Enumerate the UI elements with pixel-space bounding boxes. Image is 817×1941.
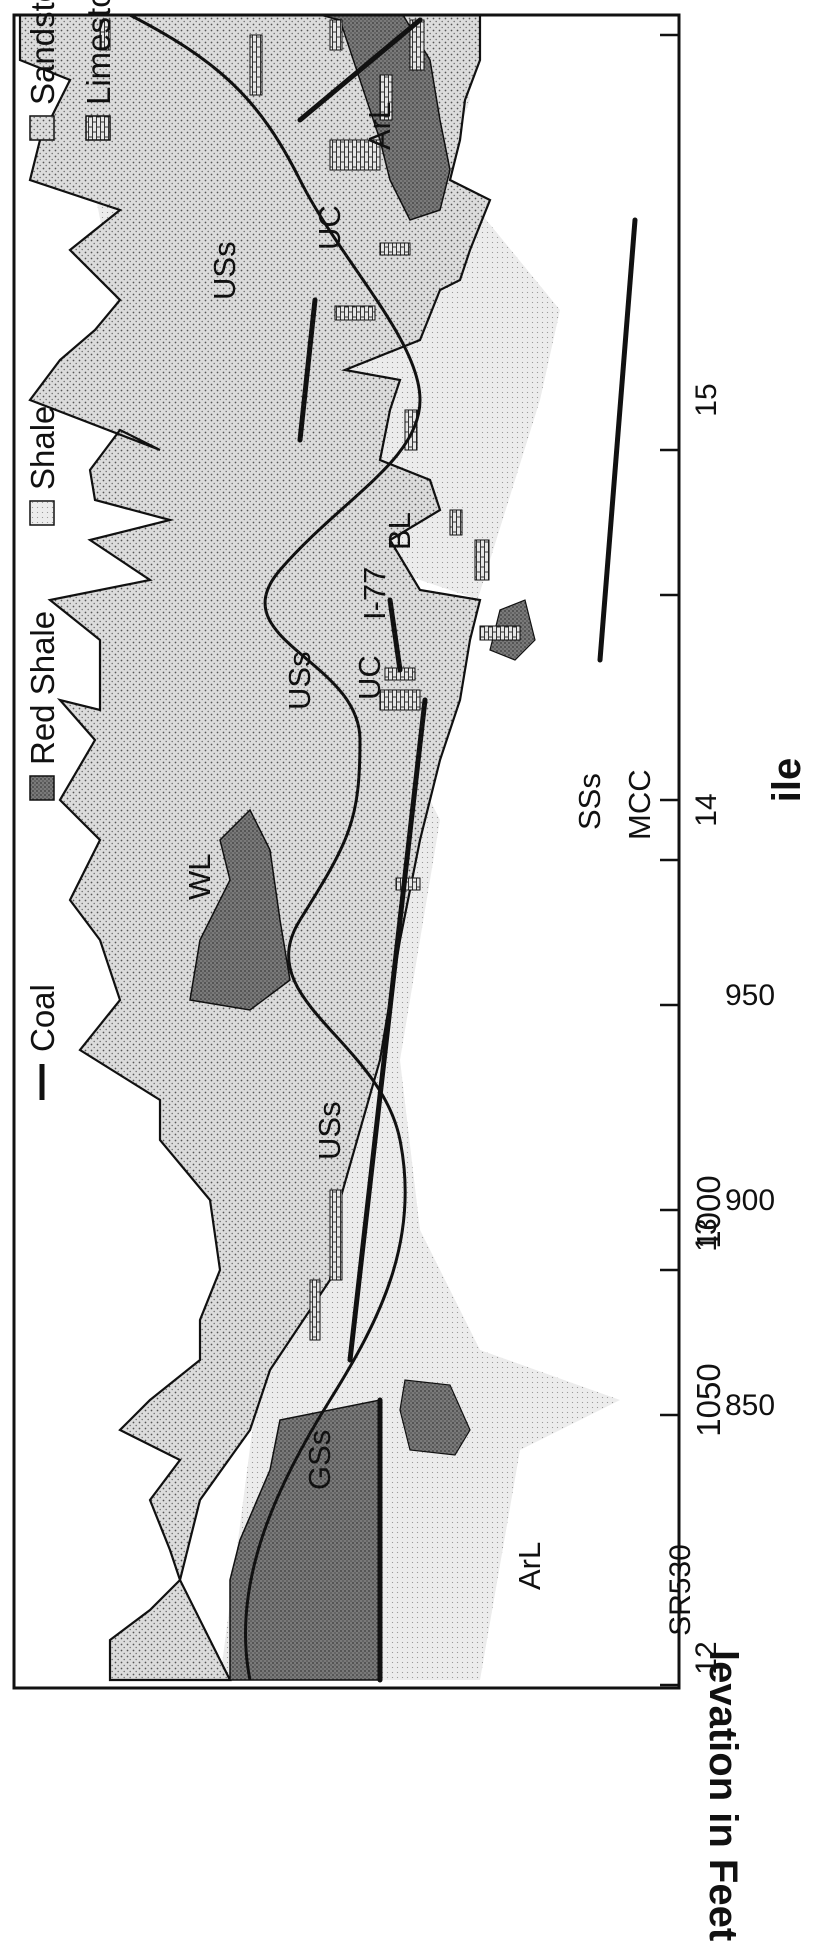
elevation-tick-labels: 1050 1000 [690,1175,727,1436]
coal-seams [297,17,638,1683]
plot-frame [12,13,681,1690]
x-tick-label: 15 [690,383,723,416]
x-axis [660,33,679,1687]
station-label: SR530 [664,1544,697,1636]
elev-tick-label: 1050 [690,1363,727,1436]
red-shale-chip [399,1379,471,1456]
red-shale-wl [189,808,291,1011]
cross-section-figure: 12 13 14 15 SR530 ile [12,13,809,1690]
x-tick-label: 13 [690,1218,723,1251]
x-tick-labels: 12 13 14 15 [690,383,723,1674]
cross-section-body [18,15,638,1683]
x-tick-label: 12 [690,1641,723,1674]
limestone-beds [99,19,521,1341]
elev-tick-label: 1000 [690,1175,727,1248]
y-title-anchor: levation in Feet [701,1650,755,1941]
figure-stage: 12 13 14 15 SR530 ile 1050 1000 [12,13,809,1690]
rotated-figure: 12 13 14 15 SR530 ile [12,13,809,1690]
y-axis-ticks [660,593,679,1417]
y-axis-label: levation in Feet [701,1650,745,1941]
x-tick-label: 14 [690,793,723,826]
elevation-axis-overlay: 1050 1000 [690,1175,727,1436]
x-axis-label: ile [765,758,809,802]
i77-profile-curve [119,15,422,1681]
